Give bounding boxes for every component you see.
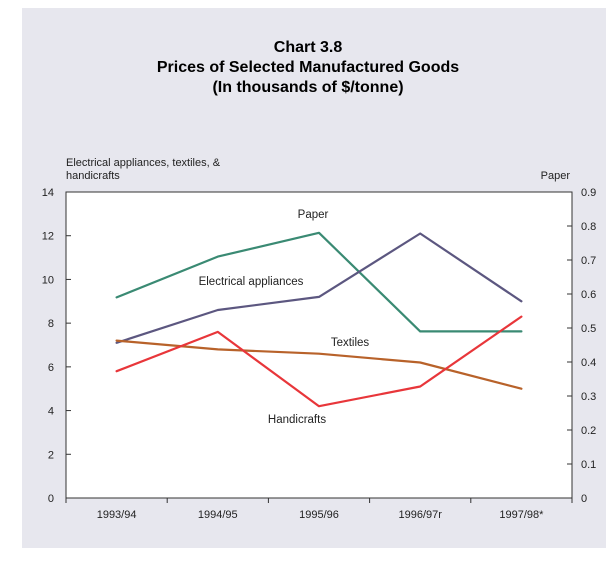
right-tick-label: 0.5 <box>581 323 596 335</box>
right-tick-label: 0.2 <box>581 425 596 437</box>
right-tick-label: 0.9 <box>581 187 596 199</box>
left-axis-label-line-1: Electrical appliances, textiles, & <box>66 157 221 169</box>
series-line-textiles <box>115 339 523 390</box>
left-tick-label: 10 <box>42 274 54 286</box>
left-tick-label: 14 <box>42 187 54 199</box>
chart-subtitle-line-2: (In thousands of $/tonne) <box>212 79 404 96</box>
series-label-paper: Paper <box>298 209 329 221</box>
series-label-electrical-appliances: Electrical appliances <box>199 276 304 288</box>
left-axis-label-line-2: handicrafts <box>66 170 120 182</box>
right-tick-label: 0.3 <box>581 391 596 403</box>
series-label-textiles: Textiles <box>331 337 370 349</box>
left-tick-label: 8 <box>48 318 54 330</box>
x-tick-label: 1995/96 <box>299 509 339 521</box>
series-layer <box>115 231 523 408</box>
x-tick-label: 1994/95 <box>198 509 238 521</box>
series-label-handicrafts: Handicrafts <box>268 414 326 426</box>
chart-title-block: Chart 3.8 Prices of Selected Manufacture… <box>0 38 616 98</box>
right-tick-label: 0.7 <box>581 255 596 267</box>
chart-title: Chart 3.8 <box>273 39 343 56</box>
x-tick-label: 1996/97r <box>398 509 442 521</box>
x-tick-label: 1993/94 <box>97 509 137 521</box>
right-tick-label: 0.1 <box>581 459 596 471</box>
left-tick-label: 6 <box>48 362 54 374</box>
series-line-paper <box>115 231 523 333</box>
series-line-electrical-appliances <box>115 232 523 344</box>
series-line-handicrafts <box>115 315 523 408</box>
left-tick-label: 2 <box>48 449 54 461</box>
chart-subtitle-line-1: Prices of Selected Manufactured Goods <box>156 59 460 76</box>
right-tick-label: 0.8 <box>581 221 596 233</box>
right-tick-label: 0.6 <box>581 289 596 301</box>
right-axis-label: Paper <box>541 170 571 182</box>
axes-layer: 0 2 4 6 8 10 12 14 0 0.1 0.2 0.3 0.4 0.5 0.6 0.7 0.8 0.9 1… <box>42 187 597 521</box>
left-tick-label: 12 <box>42 231 54 243</box>
x-tick-label: 1997/98* <box>499 509 544 521</box>
left-tick-label: 4 <box>48 406 54 418</box>
right-tick-label: 0.4 <box>581 357 596 369</box>
left-tick-label: 0 <box>48 493 54 505</box>
plot-area <box>65 191 573 499</box>
right-tick-label: 0 <box>581 493 587 505</box>
series-labels-layer: Paper Electrical appliances Textiles Handic… <box>199 209 370 426</box>
